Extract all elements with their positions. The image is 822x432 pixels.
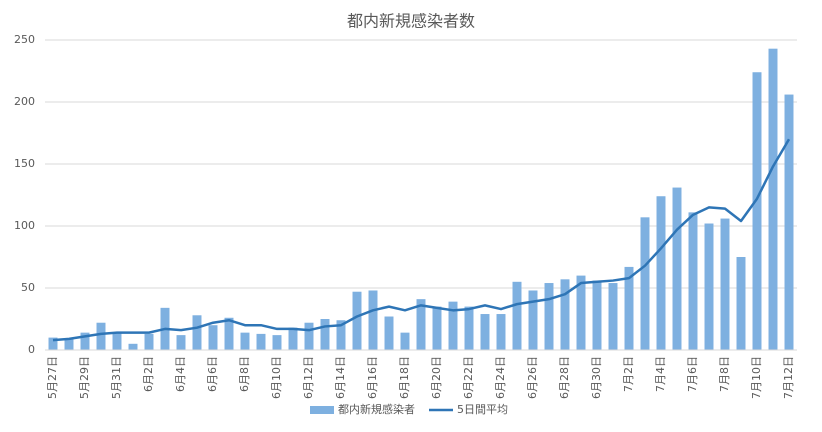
bar: [656, 196, 666, 350]
bar: [208, 325, 218, 350]
chart-title: 都内新規感染者数: [347, 12, 475, 31]
bar: [304, 322, 314, 350]
y-tick-label: 150: [14, 157, 35, 170]
bar: [576, 275, 586, 350]
bar: [672, 187, 682, 350]
bar: [48, 337, 58, 350]
y-tick-label: 200: [14, 95, 35, 108]
bar: [448, 301, 458, 350]
x-tick-label: 5月27日: [46, 356, 59, 399]
bar: [688, 212, 698, 350]
bar: [480, 314, 490, 350]
y-tick-label: 0: [28, 343, 35, 356]
x-tick-label: 6月22日: [462, 356, 475, 399]
bar: [368, 290, 378, 350]
bar: [512, 281, 522, 350]
bar: [224, 317, 234, 350]
bar: [336, 320, 346, 350]
x-tick-label: 6月20日: [430, 356, 443, 399]
x-tick-label: 7月10日: [750, 356, 763, 399]
x-tick-label: 6月12日: [302, 356, 315, 399]
bar: [272, 335, 282, 350]
legend-swatch: [310, 406, 334, 414]
bar: [112, 332, 122, 350]
x-tick-label: 7月6日: [686, 356, 699, 392]
x-tick-label: 7月2日: [622, 356, 635, 392]
bar: [592, 280, 602, 350]
x-tick-label: 7月4日: [654, 356, 667, 392]
x-tick-label: 6月28日: [558, 356, 571, 399]
bar: [352, 291, 362, 350]
bar: [144, 333, 154, 350]
bar: [464, 306, 474, 350]
bar: [240, 332, 250, 350]
bar: [400, 332, 410, 350]
x-tick-label: 6月10日: [270, 356, 283, 399]
x-tick-label: 6月26日: [526, 356, 539, 399]
bar: [544, 283, 554, 350]
bar: [80, 332, 90, 350]
bar: [128, 343, 138, 350]
x-tick-label: 6月4日: [174, 356, 187, 392]
bar: [720, 218, 730, 350]
bar: [784, 94, 794, 350]
x-tick-label: 6月8日: [238, 356, 251, 392]
legend-label: 5日間平均: [457, 403, 508, 416]
bar: [176, 335, 186, 350]
x-tick-label: 6月18日: [398, 356, 411, 399]
x-tick-label: 6月14日: [334, 356, 347, 399]
y-tick-label: 50: [21, 281, 35, 294]
x-tick-label: 6月16日: [366, 356, 379, 399]
bar: [432, 306, 442, 350]
bar: [192, 315, 202, 350]
x-tick-label: 5月29日: [78, 356, 91, 399]
bar: [96, 322, 106, 350]
x-tick-label: 6月6日: [206, 356, 219, 392]
bar: [496, 314, 506, 350]
x-tick-label: 7月12日: [782, 356, 795, 399]
bar: [320, 319, 330, 350]
bar: [704, 223, 714, 350]
bar: [752, 72, 762, 351]
bar: [608, 283, 618, 350]
x-tick-label: 7月8日: [718, 356, 731, 392]
bar: [624, 266, 634, 350]
line: [52, 138, 791, 342]
bar: [528, 290, 538, 350]
legend-label: 都内新規感染者: [338, 402, 415, 416]
x-tick-label: 6月30日: [590, 356, 603, 399]
bar: [560, 279, 570, 350]
y-tick-label: 250: [14, 33, 35, 46]
bar: [384, 316, 394, 350]
bar: [288, 327, 298, 350]
x-tick-label: 6月24日: [494, 356, 507, 399]
bar: [768, 48, 778, 351]
x-tick-label: 6月2日: [142, 356, 155, 392]
bar: [416, 299, 426, 350]
x-tick-label: 5月31日: [110, 356, 123, 399]
bar: [256, 333, 266, 350]
y-tick-label: 100: [14, 219, 35, 232]
bar: [64, 338, 74, 350]
bar: [640, 217, 650, 350]
bar: [736, 257, 746, 350]
